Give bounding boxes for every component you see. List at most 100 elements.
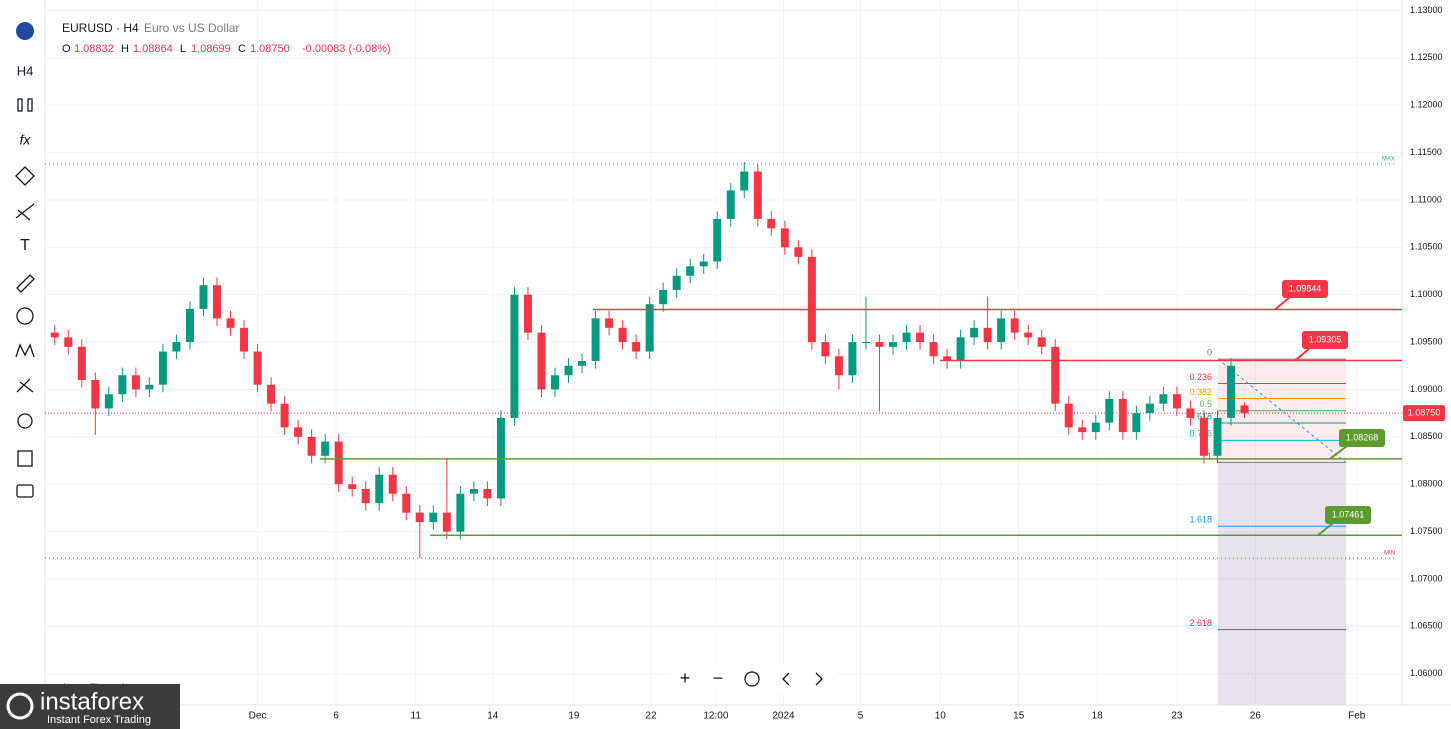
x-tick-label: Dec — [249, 711, 267, 722]
candle-body — [483, 488, 492, 499]
header: EURUSD · H4 Euro vs US Dollar O 1.08832 … — [62, 21, 391, 55]
ohlc-value: 1.08832 — [74, 43, 114, 55]
fib-label: 0.618 — [1189, 411, 1212, 421]
candle-body — [118, 375, 127, 395]
candle-body — [699, 261, 708, 267]
magnet-icon[interactable] — [16, 378, 34, 393]
candle-body — [172, 342, 181, 352]
controls-bg — [670, 664, 836, 694]
fib-icon[interactable] — [15, 203, 35, 221]
left-toolbar: H4 fx T — [15, 0, 46, 705]
y-tick-label: 1.08000 — [1410, 479, 1443, 489]
watermark: InstaFintech instaforex Instant Forex Tr… — [0, 681, 180, 729]
interval-button[interactable]: H4 — [17, 63, 34, 78]
x-tick-label: 23 — [1171, 711, 1183, 722]
candle-body — [1132, 413, 1141, 433]
ohlc-label: O — [62, 43, 71, 55]
candle-body — [185, 308, 194, 343]
candle-body — [848, 342, 857, 376]
y-tick-label: 1.13000 — [1410, 5, 1443, 15]
candle-body — [686, 266, 695, 276]
trash-icon[interactable] — [17, 450, 33, 467]
fib-label: 0 — [1207, 348, 1212, 358]
screenshot-icon[interactable] — [16, 484, 34, 498]
y-tick-label: 1.07000 — [1410, 573, 1443, 583]
candle-body — [77, 346, 86, 380]
candle-body — [645, 304, 654, 352]
candle-body — [1078, 427, 1087, 433]
reset-button[interactable] — [744, 671, 760, 687]
text-icon[interactable]: T — [20, 237, 30, 254]
candle-body — [578, 361, 587, 366]
brand-tagline: Instant Forex Trading — [47, 714, 151, 726]
x-tick-label: 19 — [568, 711, 580, 722]
candle-body — [361, 488, 370, 504]
overlay: 1.13000 1.12500 1.12000 1.11500 1.11000 1.105… — [249, 5, 1445, 722]
candle-icon[interactable] — [27, 98, 33, 112]
candle-body — [997, 318, 1006, 343]
fib-label: 0.236 — [1189, 372, 1212, 382]
fib-label: 1.618 — [1189, 515, 1212, 525]
candle-body — [889, 342, 897, 347]
candle-body — [415, 512, 424, 523]
candle-body — [1172, 394, 1181, 409]
trendline-icon[interactable] — [15, 166, 35, 186]
level-label: 1.07461 — [1332, 509, 1365, 519]
candle-body — [334, 441, 343, 485]
candle-body — [780, 228, 789, 248]
x-tick-label: 2024 — [772, 711, 795, 722]
candle-body — [1091, 422, 1100, 433]
symbol-title: EURUSD · H4 — [62, 21, 139, 35]
candle-body — [523, 294, 532, 333]
candle-body — [767, 218, 776, 229]
y-tick-label: 1.11000 — [1410, 194, 1442, 204]
brand-logo — [6, 692, 34, 720]
candle-body — [929, 342, 938, 357]
emoji-icon[interactable] — [16, 307, 34, 325]
scroll-left[interactable] — [782, 672, 790, 686]
candle-body — [605, 318, 614, 328]
candle-body — [956, 337, 965, 362]
brush-icon[interactable] — [16, 274, 35, 293]
candle-body — [821, 342, 830, 357]
y-tick-label: 1.12500 — [1410, 52, 1443, 62]
level-leader — [1329, 445, 1348, 460]
hide-icon[interactable] — [17, 413, 33, 429]
candle-body — [226, 318, 235, 328]
candle-body — [240, 327, 249, 352]
candle-body — [1105, 398, 1114, 423]
indicators-icon[interactable]: fx — [20, 132, 32, 148]
candle-body — [875, 342, 884, 347]
candle-body — [1010, 318, 1019, 333]
y-tick-label: 1.12000 — [1410, 100, 1443, 110]
zoom-out[interactable]: − — [713, 668, 724, 688]
candle-body — [442, 512, 451, 532]
scroll-right[interactable] — [815, 672, 823, 686]
symbol-description: Euro vs US Dollar — [144, 21, 239, 35]
y-tick-label: 1.07500 — [1410, 526, 1443, 536]
candle-body — [970, 327, 979, 338]
current-price-label: 1.08750 — [1408, 408, 1441, 418]
candle-body — [740, 171, 749, 191]
level-tag — [1302, 331, 1348, 349]
x-tick-label: 22 — [645, 711, 657, 722]
candle-body — [280, 403, 289, 428]
candle-body — [213, 285, 221, 319]
candle-body — [429, 512, 438, 523]
zoom-in[interactable]: + — [680, 668, 691, 688]
pattern-icon[interactable] — [15, 343, 35, 358]
fib-label: 0.382 — [1189, 387, 1212, 397]
level-leader — [1317, 522, 1334, 537]
fib-zone — [1218, 462, 1346, 705]
candle-body — [537, 332, 546, 390]
symbol-flag[interactable] — [16, 22, 34, 40]
ohlc-label: H — [121, 43, 129, 55]
level-label: 1.08268 — [1346, 432, 1379, 442]
candle-icon[interactable] — [17, 98, 23, 112]
y-tick-label: 1.11500 — [1410, 147, 1442, 157]
y-tick-label: 1.08500 — [1410, 431, 1443, 441]
candle-body — [618, 327, 627, 343]
candle-body — [199, 285, 208, 309]
candle-body — [659, 289, 668, 305]
